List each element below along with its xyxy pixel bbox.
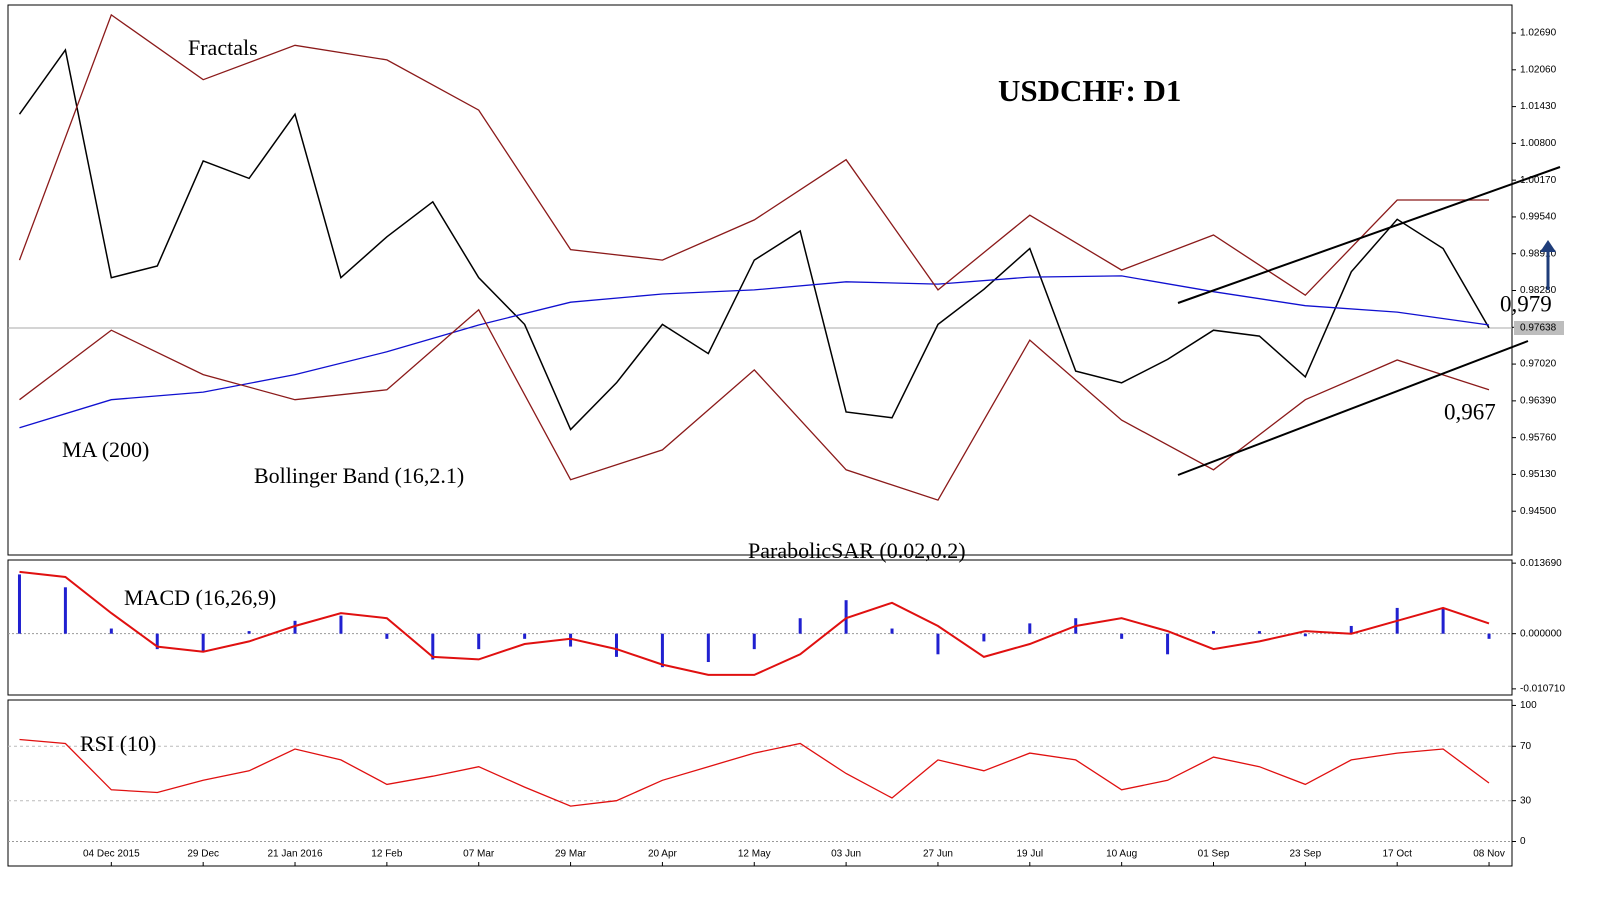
- histogram-bar: [982, 633, 986, 642]
- histogram-bar: [706, 633, 710, 663]
- channel-lower: [1177, 340, 1529, 476]
- arrow-head: [1540, 240, 1556, 252]
- x-tick-label: 04 Dec 2015: [83, 849, 140, 860]
- x-tick-label: 07 Mar: [463, 849, 495, 860]
- histogram-bar: [936, 633, 940, 655]
- panel-title: MACD (16,26,9): [124, 585, 276, 610]
- y-tick-label: 0.000000: [1520, 628, 1562, 639]
- histogram-bar: [1211, 631, 1215, 634]
- histogram-bar: [1349, 625, 1353, 634]
- histogram-bar: [1257, 631, 1261, 634]
- current-price-label: 0.97638: [1520, 323, 1557, 334]
- histogram-bar: [109, 628, 113, 634]
- histogram-bar: [63, 587, 67, 634]
- histogram-bar: [660, 633, 664, 668]
- x-tick-label: 19 Jul: [1016, 849, 1043, 860]
- histogram-bar: [1120, 633, 1124, 639]
- series-line: [19, 570, 1490, 676]
- x-tick-label: 27 Jun: [923, 849, 953, 860]
- chart-title: USDCHF: D1: [998, 73, 1181, 108]
- histogram-bar: [17, 574, 21, 634]
- x-tick-label: 17 Oct: [1382, 849, 1412, 860]
- y-tick-label: 0.98280: [1520, 285, 1557, 296]
- histogram-bar: [1441, 607, 1445, 634]
- histogram-bar: [569, 633, 573, 647]
- histogram-bar: [844, 600, 848, 634]
- histogram-bar: [1028, 623, 1032, 634]
- panel-title: RSI (10): [80, 731, 156, 756]
- y-tick-label: 0.95130: [1520, 469, 1557, 480]
- panel-frame: [7, 699, 1513, 867]
- x-tick-label: 29 Mar: [555, 849, 587, 860]
- x-tick-label: 01 Sep: [1198, 849, 1230, 860]
- y-tick-label: 1.02690: [1520, 28, 1557, 39]
- x-tick-label: 23 Sep: [1289, 849, 1321, 860]
- y-tick-label: 1.00800: [1520, 138, 1557, 149]
- histogram-bar: [752, 633, 756, 650]
- current-price-box: [1514, 320, 1564, 335]
- histogram-bar: [614, 633, 618, 657]
- series-line: [19, 738, 1490, 807]
- y-tick-label: 0.99540: [1520, 212, 1557, 223]
- y-tick-label: 70: [1520, 741, 1532, 752]
- histogram-bar: [1166, 633, 1170, 655]
- x-tick-label: 03 Jun: [831, 849, 861, 860]
- histogram-bar: [293, 620, 297, 634]
- y-tick-label: -0.010710: [1520, 684, 1565, 695]
- x-tick-label: 12 Feb: [371, 849, 403, 860]
- y-tick-label: 0: [1520, 836, 1526, 847]
- annotation: Fractals: [188, 35, 258, 60]
- series-line: [19, 308, 1490, 501]
- histogram-bar: [798, 618, 802, 634]
- annotation: Bollinger Band (16,2.1): [254, 463, 464, 488]
- x-tick-label: 12 May: [738, 849, 771, 860]
- series-line: [19, 275, 1490, 429]
- series-line: [18, 48, 1490, 431]
- histogram-bar: [339, 615, 343, 634]
- channel-upper: [1177, 166, 1561, 304]
- x-tick-label: 21 Jan 2016: [267, 849, 322, 860]
- histogram-bar: [523, 633, 527, 639]
- histogram-bar: [201, 633, 205, 652]
- series-line: [18, 13, 1489, 297]
- y-tick-label: 0.97020: [1520, 359, 1557, 370]
- histogram-bar: [247, 631, 251, 634]
- x-tick-label: 20 Apr: [648, 849, 678, 860]
- x-tick-label: 08 Nov: [1473, 849, 1505, 860]
- x-tick-label: 10 Aug: [1106, 849, 1137, 860]
- y-tick-label: 1.02060: [1520, 64, 1557, 75]
- y-tick-label: 0.013690: [1520, 558, 1562, 569]
- y-tick-label: 30: [1520, 795, 1532, 806]
- panel-frame: [7, 4, 1513, 556]
- y-tick-label: 0.94500: [1520, 506, 1557, 517]
- annotation: ParabolicSAR (0.02,0.2): [748, 538, 966, 563]
- y-tick-label: 100: [1520, 700, 1537, 711]
- panel-frame: [7, 559, 1513, 696]
- histogram-bar: [431, 633, 435, 660]
- annotation: 0,967: [1444, 399, 1496, 424]
- y-tick-label: 0.98910: [1520, 248, 1557, 259]
- y-tick-label: 1.01430: [1520, 101, 1557, 112]
- histogram-bar: [1303, 633, 1307, 637]
- histogram-bar: [1487, 633, 1491, 639]
- histogram-bar: [155, 633, 159, 650]
- histogram-bar: [477, 633, 481, 650]
- y-tick-label: 0.95760: [1520, 432, 1557, 443]
- x-tick-label: 29 Dec: [187, 849, 219, 860]
- annotation: 0,979: [1500, 291, 1552, 316]
- y-tick-label: 0.96390: [1520, 396, 1557, 407]
- histogram-bar: [890, 628, 894, 634]
- annotation: MA (200): [62, 437, 149, 462]
- histogram-bar: [385, 633, 389, 639]
- y-tick-label: 1.00170: [1520, 175, 1557, 186]
